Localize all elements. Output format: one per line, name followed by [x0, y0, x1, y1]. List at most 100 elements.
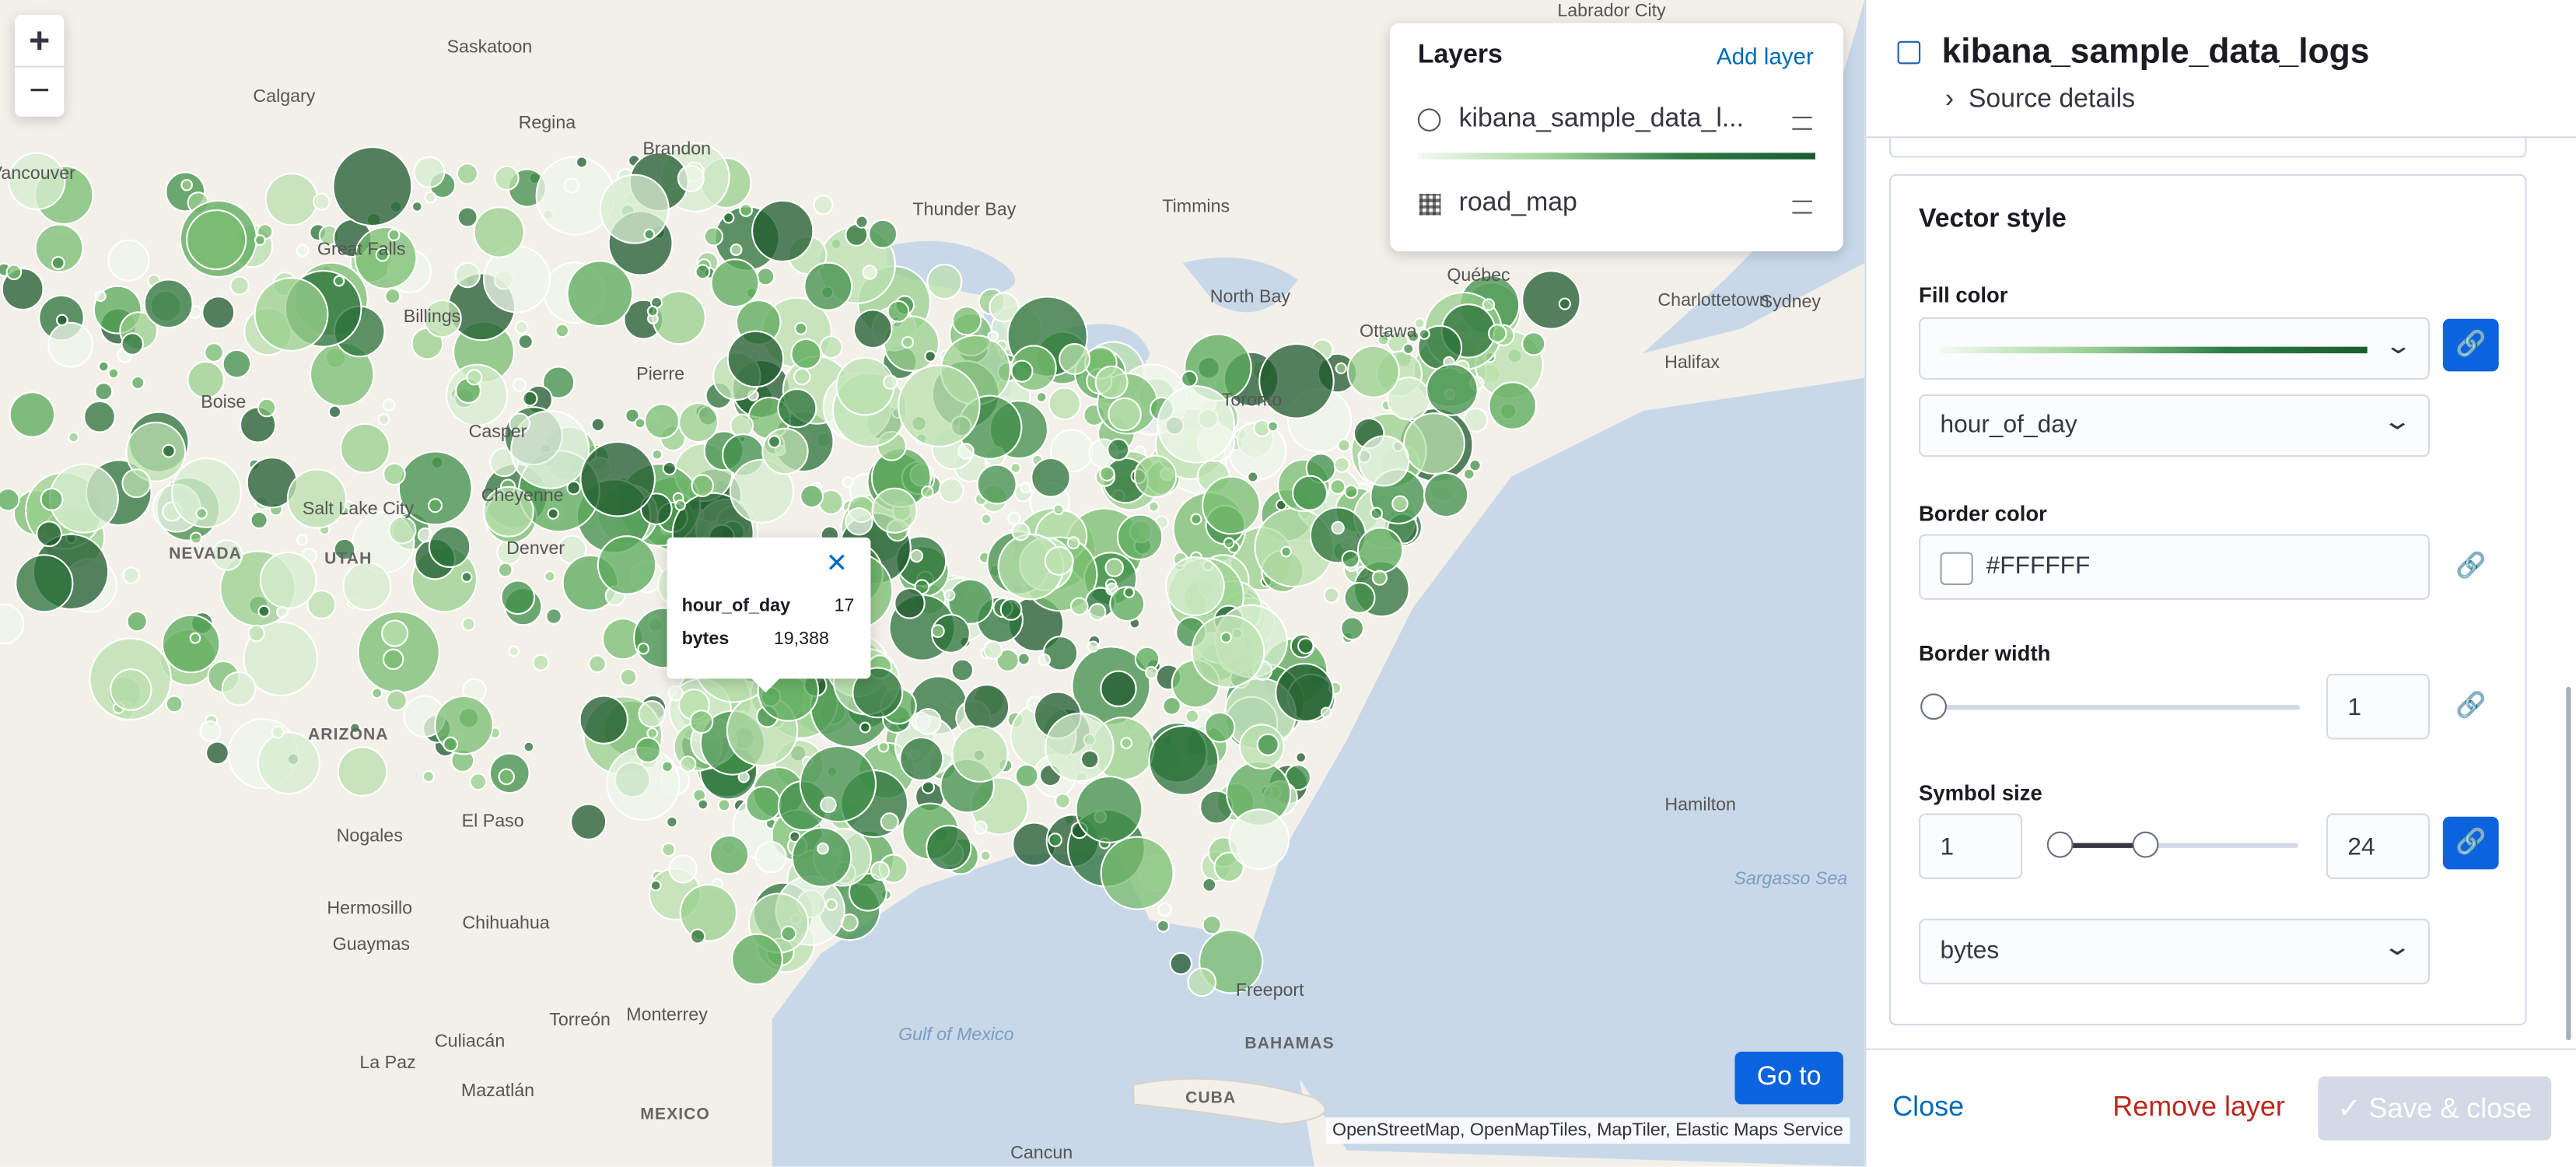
close-button[interactable]: Close — [1892, 1091, 1965, 1123]
data-point — [1087, 640, 1100, 653]
source-details-toggle[interactable]: › Source details — [1944, 85, 2136, 114]
data-point — [794, 321, 808, 335]
data-point — [1256, 733, 1279, 756]
remove-layer-button[interactable]: Remove layer — [2112, 1091, 2285, 1123]
data-point — [545, 608, 562, 625]
data-point — [1099, 465, 1115, 482]
data-point — [1059, 343, 1091, 376]
data-point — [1157, 902, 1172, 917]
number-input[interactable]: 1 — [2326, 674, 2430, 740]
map-label: El Paso — [462, 810, 524, 830]
data-point — [254, 234, 266, 246]
map-label: Québec — [1447, 265, 1510, 285]
data-point — [1120, 737, 1132, 749]
dynamic-toggle[interactable]: 🔗 — [2442, 318, 2499, 372]
data-point — [569, 803, 607, 840]
data-point — [761, 427, 809, 475]
data-point — [1258, 343, 1335, 419]
number-input[interactable]: 1 — [1919, 813, 2023, 880]
tooltip-close[interactable]: ✕ — [825, 550, 848, 579]
go-to-button[interactable]: Go to — [1734, 1051, 1843, 1105]
map-label: ARIZONA — [308, 725, 389, 743]
field-label: Symbol size — [1919, 780, 2042, 805]
data-point — [575, 156, 588, 169]
zoom-out[interactable]: − — [29, 68, 51, 110]
data-point — [951, 306, 982, 336]
data-point — [1134, 646, 1160, 672]
data-point — [695, 264, 711, 280]
data-point — [1358, 435, 1410, 487]
source-details[interactable]: Source details — [1968, 85, 2136, 114]
data-point — [651, 448, 663, 461]
data-point — [678, 402, 719, 443]
slider-thumb[interactable] — [1920, 693, 1947, 720]
data-point — [1108, 397, 1142, 432]
data-point — [1116, 513, 1164, 561]
data-point — [717, 798, 731, 812]
data-point — [532, 654, 550, 671]
data-point — [187, 360, 225, 399]
data-point — [1011, 522, 1031, 541]
drag-handle[interactable] — [1792, 116, 1812, 130]
map-label: Ottawa — [1360, 321, 1417, 341]
data-point — [342, 562, 392, 612]
data-point — [793, 367, 811, 386]
data-point — [1482, 298, 1496, 311]
data-point — [423, 299, 462, 338]
data-point — [1055, 793, 1071, 809]
dynamic-toggle[interactable]: 🔗 — [2442, 816, 2499, 870]
data-point — [1169, 951, 1193, 976]
field-label: Border width — [1919, 640, 2051, 666]
data-point — [951, 725, 1009, 783]
drag-handle[interactable] — [1792, 200, 1812, 214]
map-label: Monterrey — [626, 1004, 708, 1025]
data-point — [47, 321, 93, 368]
tooltip: ✕ hour_of_day 17 bytes 19,388 — [667, 537, 871, 693]
data-point — [751, 199, 814, 263]
layers-panel: Layers Add layer kibana_sample_data_l...… — [1389, 23, 1843, 252]
color-ramp — [1940, 346, 2368, 354]
data-point — [15, 554, 74, 613]
number-input[interactable]: 24 — [2326, 813, 2430, 880]
map-label: Cheyenne — [481, 485, 564, 505]
dynamic-toggle[interactable]: 🔗 — [2455, 692, 2487, 720]
save-close-button[interactable]: ✓ Save & close — [2318, 1076, 2552, 1141]
data-point — [661, 760, 674, 773]
data-point — [1220, 631, 1232, 643]
map-label: Boise — [201, 391, 246, 412]
zoom-in[interactable]: + — [15, 15, 65, 68]
data-point — [384, 288, 401, 305]
data-point — [870, 860, 891, 881]
map-label: Calgary — [253, 86, 315, 106]
field-select[interactable]: bytes ⌄ — [1919, 918, 2430, 985]
map-label: Toronto — [1222, 390, 1282, 410]
field-select[interactable]: hour_of_day ⌄ — [1919, 394, 2430, 457]
data-point — [171, 457, 242, 528]
data-point — [820, 796, 837, 814]
data-point — [914, 708, 942, 735]
slider-thumb[interactable] — [2132, 831, 2159, 858]
data-point — [264, 172, 319, 226]
color-input[interactable]: #FFFFFF — [1919, 534, 2430, 600]
map-label: North Bay — [1210, 286, 1291, 307]
layer-name[interactable]: road_map — [1458, 188, 1577, 217]
data-point — [930, 624, 945, 638]
data-point — [667, 685, 684, 702]
add-layer[interactable]: Add layer — [1716, 42, 1814, 69]
data-point — [963, 684, 1010, 731]
color-ramp-select[interactable]: ⌄ — [1919, 317, 2430, 380]
slider-thumb[interactable] — [2046, 831, 2074, 858]
data-point — [456, 163, 479, 185]
data-point — [768, 435, 781, 449]
scrollbar — [2566, 686, 2571, 1041]
data-point — [566, 480, 581, 496]
data-point — [1407, 330, 1420, 343]
data-point — [1323, 587, 1340, 604]
data-point — [791, 827, 852, 888]
data-point — [1185, 709, 1200, 724]
dynamic-toggle[interactable]: 🔗 — [2455, 552, 2487, 580]
data-point — [1133, 454, 1178, 498]
data-point — [189, 632, 201, 644]
layer-name[interactable]: kibana_sample_data_l... — [1458, 105, 1745, 134]
data-point — [824, 898, 838, 911]
